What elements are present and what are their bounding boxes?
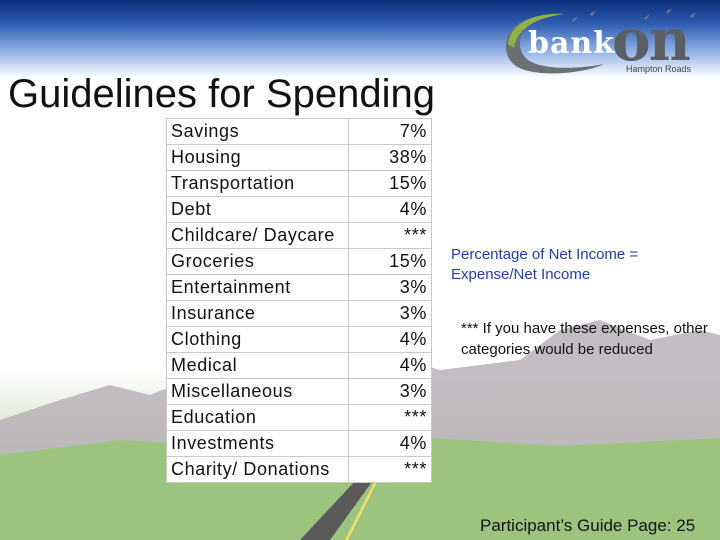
- category-cell: Debt: [166, 196, 349, 223]
- table-row: Charity/ Donations ***: [166, 456, 433, 483]
- table-row: Savings 7%: [166, 118, 433, 145]
- category-cell: Groceries: [166, 248, 349, 275]
- table-row: Education ***: [166, 404, 433, 431]
- table-row: Investments 4%: [166, 430, 433, 457]
- category-cell: Insurance: [166, 300, 349, 327]
- percent-cell: 3%: [347, 300, 433, 327]
- logo-word-bank: bank: [528, 26, 616, 61]
- table-row: Housing 38%: [166, 144, 433, 171]
- table-row: Miscellaneous 3%: [166, 378, 433, 405]
- percent-cell: 4%: [347, 430, 433, 457]
- asterisk-note: *** If you have these expenses, other ca…: [461, 320, 708, 358]
- percent-cell: 15%: [347, 248, 433, 275]
- table-row: Groceries 15%: [166, 248, 433, 275]
- category-cell: Housing: [166, 144, 349, 171]
- table-row: Debt 4%: [166, 196, 433, 223]
- logo-word-on: on: [612, 6, 691, 74]
- category-cell: Entertainment: [166, 274, 349, 301]
- table-row: Transportation 15%: [166, 170, 433, 197]
- percent-cell: 4%: [347, 352, 433, 379]
- percent-cell: ***: [347, 404, 433, 431]
- logo-tagline: Hampton Roads: [626, 64, 692, 74]
- table-row: Insurance 3%: [166, 300, 433, 327]
- percent-cell: ***: [347, 222, 433, 249]
- table-row: Medical 4%: [166, 352, 433, 379]
- category-cell: Medical: [166, 352, 349, 379]
- category-cell: Transportation: [166, 170, 349, 197]
- guide-page-footer: Participant’s Guide Page: 25: [480, 516, 696, 535]
- percent-cell: 15%: [347, 170, 433, 197]
- page-title: Guidelines for Spending: [8, 72, 435, 116]
- percent-cell: 38%: [347, 144, 433, 171]
- percent-cell: 3%: [347, 378, 433, 405]
- percent-cell: ***: [347, 456, 433, 483]
- table-row: Childcare/ Daycare ***: [166, 222, 433, 249]
- spending-table: Savings 7% Housing 38% Transportation 15% Debt…: [166, 118, 433, 483]
- percent-cell: 4%: [347, 326, 433, 353]
- bank-on-logo: bank on Hampton Roads: [494, 4, 714, 80]
- category-cell: Investments: [166, 430, 349, 457]
- category-cell: Childcare/ Daycare: [166, 222, 349, 249]
- category-cell: Clothing: [166, 326, 349, 353]
- logo-swirl-icon: [505, 8, 696, 74]
- category-cell: Savings: [166, 118, 349, 145]
- category-cell: Education: [166, 404, 349, 431]
- percent-cell: 4%: [347, 196, 433, 223]
- table-row: Entertainment 3%: [166, 274, 433, 301]
- formula-note: Percentage of Net Income = Expense/Net I…: [451, 246, 639, 283]
- category-cell: Miscellaneous: [166, 378, 349, 405]
- table-row: Clothing 4%: [166, 326, 433, 353]
- percent-cell: 3%: [347, 274, 433, 301]
- category-cell: Charity/ Donations: [166, 456, 349, 483]
- percent-cell: 7%: [347, 118, 433, 145]
